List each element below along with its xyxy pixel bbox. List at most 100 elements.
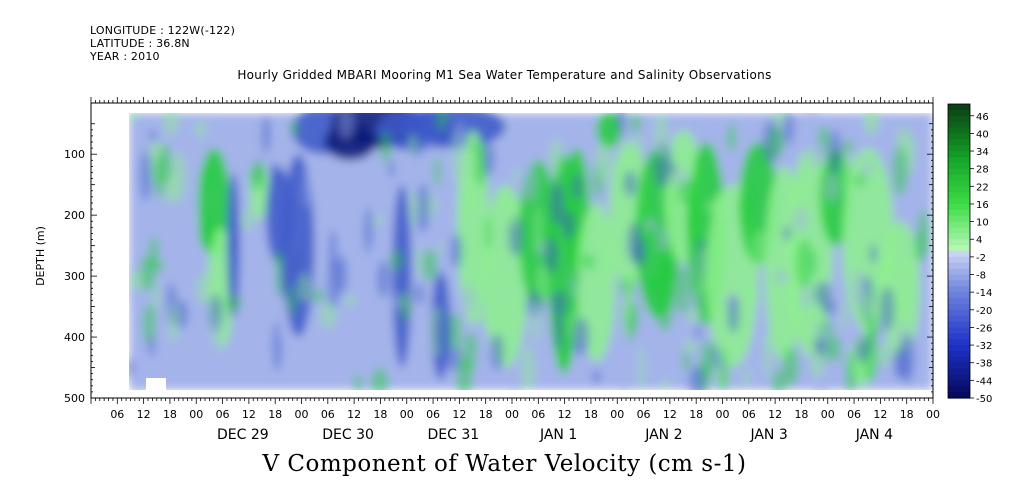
x-day-label: DEC 30: [322, 427, 374, 443]
colorbar-segment: [948, 362, 970, 370]
colorbar-segment: [948, 109, 970, 117]
x-hour-tick-label: 06: [847, 408, 861, 421]
colorbar-segment: [948, 345, 970, 352]
colorbar-segment: [948, 198, 970, 205]
x-hour-tick-label: 18: [689, 408, 703, 421]
colorbar-segment: [948, 380, 970, 387]
colorbar-segment: [948, 333, 970, 340]
colorbar-tick-label: -50: [976, 394, 992, 405]
colorbar-segment: [948, 298, 970, 305]
colorbar-segment: [948, 292, 970, 299]
colorbar-segment: [948, 280, 970, 287]
x-hour-tick-label: 18: [163, 408, 177, 421]
colorbar-segment: [948, 356, 970, 364]
colorbar-segment: [948, 274, 970, 281]
colorbar-segment: [948, 104, 970, 111]
x-day-label: JAN 4: [855, 427, 893, 443]
colorbar-segment: [948, 386, 970, 393]
y-tick-label: 500: [64, 392, 85, 405]
colorbar-tick-label: -32: [976, 341, 992, 352]
colorbar-tick-label: -38: [976, 359, 992, 370]
colorbar-segment: [948, 215, 970, 223]
x-hour-tick-label: 18: [373, 408, 387, 421]
colorbar-segment: [948, 174, 970, 182]
colorbar-segment: [948, 209, 970, 217]
colorbar-segment: [948, 262, 970, 270]
longitude-label: LONGITUDE : 122W(-122): [90, 24, 236, 37]
colorbar-segment: [948, 268, 970, 276]
colorbar-segment: [948, 168, 970, 176]
colorbar-segment: [948, 156, 970, 164]
colorbar-segment: [948, 251, 970, 258]
x-hour-tick-label: 12: [663, 408, 677, 421]
x-hour-tick-label: 00: [610, 408, 624, 421]
x-hour-tick-label: 12: [347, 408, 361, 421]
x-axis-title: V Component of Water Velocity (cm s-1): [262, 451, 747, 477]
colorbar-segment: [948, 286, 970, 293]
colorbar-segment: [948, 180, 970, 187]
x-hour-tick-label: 00: [926, 408, 940, 421]
heatmap-field: [129, 113, 933, 390]
x-hour-tick-label: 06: [321, 408, 335, 421]
colorbar-segment: [948, 221, 970, 229]
plot-axes: 06 12 18 00 06 12 18 00 06 12 18 00 06 12 18 00 06 12 18 00…: [64, 97, 940, 443]
colorbar-tick-label: -26: [976, 323, 992, 334]
colorbar-segment: [948, 227, 970, 234]
colorbar-tick-label: 28: [976, 165, 989, 176]
colorbar-segment: [948, 121, 970, 129]
y-tick-label: 100: [64, 148, 85, 161]
x-hour-tick-label: 06: [216, 408, 230, 421]
colorbar-segment: [948, 162, 970, 170]
y-tick-label: 300: [64, 270, 85, 283]
colorbar-tick-label: 4: [976, 235, 982, 246]
colorbar-segment: [948, 133, 970, 140]
colorbar-segment: [948, 392, 970, 399]
colorbar-segment: [948, 115, 970, 123]
x-hour-tick-label: 18: [268, 408, 282, 421]
x-hour-tick-label: 06: [531, 408, 545, 421]
x-hour-tick-label: 18: [584, 408, 598, 421]
colorbar-segment: [948, 309, 970, 317]
x-hour-tick-label: 00: [716, 408, 730, 421]
colorbar-segment: [948, 127, 970, 134]
colorbar-tick-label: -20: [976, 306, 992, 317]
colorbar: 46 40 34 28 22 16 10 4 -2 -8 -14 -20 -26 -32 -38 -44 -50: [947, 103, 992, 405]
colorbar-segment: [948, 256, 970, 264]
x-hour-tick-label: 12: [768, 408, 782, 421]
x-hour-tick-label: 12: [452, 408, 466, 421]
x-hour-tick-label: 06: [426, 408, 440, 421]
colorbar-segment: [948, 203, 970, 211]
colorbar-segment: [948, 327, 970, 334]
colorbar-tick-label: 10: [976, 218, 989, 229]
x-day-label: JAN 2: [644, 427, 682, 443]
x-hour-tick-label: 00: [505, 408, 519, 421]
x-day-label: JAN 1: [539, 427, 577, 443]
x-day-label: DEC 31: [428, 427, 480, 443]
colorbar-segment: [948, 186, 970, 193]
x-hour-tick-label: 00: [189, 408, 203, 421]
x-hour-tick-label: 12: [558, 408, 572, 421]
colorbar-segment: [948, 145, 970, 152]
x-day-label: DEC 29: [217, 427, 269, 443]
colorbar-tick-label: 22: [976, 182, 989, 193]
colorbar-tick-label: -8: [976, 271, 986, 282]
year-label: YEAR : 2010: [90, 50, 160, 63]
y-axis-title: DEPTH (m): [34, 226, 47, 286]
chart-title: Hourly Gridded MBARI Mooring M1 Sea Wate…: [237, 68, 772, 82]
x-hour-tick-label: 12: [873, 408, 887, 421]
y-tick-label: 200: [64, 209, 85, 222]
colorbar-segment: [948, 151, 970, 158]
colorbar-segment: [948, 139, 970, 146]
colorbar-segment: [948, 239, 970, 246]
x-hour-tick-label: 12: [242, 408, 256, 421]
colorbar-segment: [948, 192, 970, 199]
colorbar-tick-label: 40: [976, 129, 989, 140]
colorbar-segment: [948, 374, 970, 381]
colorbar-tick-label: -14: [976, 288, 992, 299]
x-hour-tick-label: 18: [794, 408, 808, 421]
x-hour-tick-label: 18: [900, 408, 914, 421]
y-tick-label: 400: [64, 331, 85, 344]
x-hour-tick-label: 00: [400, 408, 414, 421]
x-hour-tick-label: 18: [479, 408, 493, 421]
